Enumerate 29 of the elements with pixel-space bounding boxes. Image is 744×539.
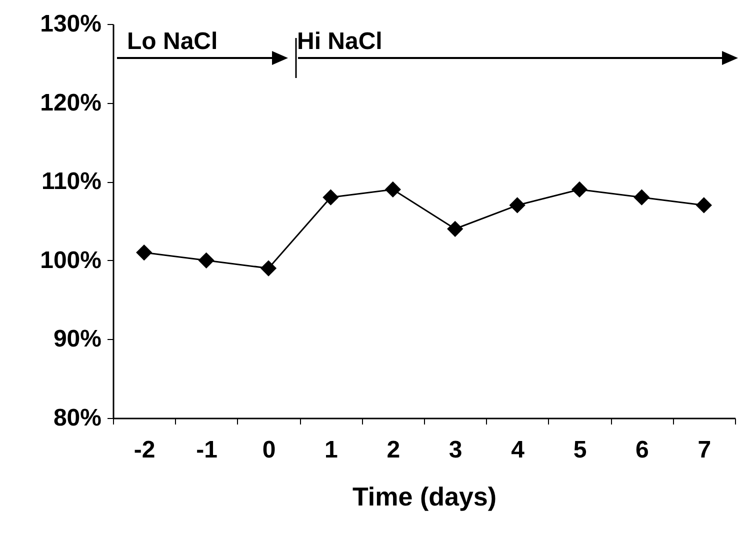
y-tick-label: 90% — [53, 326, 102, 353]
y-tick-label: 80% — [53, 404, 102, 432]
x-tick-label: 7 — [698, 436, 712, 464]
point — [634, 189, 650, 206]
point — [509, 197, 526, 214]
x-tick-label: 2 — [386, 436, 400, 464]
y-tick-label: 110% — [41, 168, 102, 196]
point — [322, 189, 339, 206]
y-tick-label: 100% — [40, 246, 102, 274]
point — [384, 181, 401, 198]
x-tick-label: 6 — [636, 436, 649, 464]
point — [447, 220, 464, 237]
point — [260, 260, 277, 276]
x-tick-label: 5 — [573, 436, 587, 464]
x-tick-label: 1 — [324, 436, 338, 464]
x-tick-label: -1 — [196, 436, 218, 464]
point — [696, 197, 712, 214]
x-tick-label: 4 — [511, 436, 526, 464]
point — [571, 181, 588, 198]
x-tick-label: 3 — [448, 436, 462, 464]
annotation: Lo NaCl — [127, 28, 218, 55]
x-tick-label: -2 — [134, 436, 156, 464]
point — [136, 244, 152, 261]
y-tick-label: 130% — [40, 10, 102, 38]
point — [198, 252, 214, 268]
annotation: Hi NaCl — [297, 28, 382, 55]
x-axis-title: Time (days) — [352, 482, 497, 512]
y-tick-label: 120% — [40, 89, 102, 116]
x-tick-label: 0 — [262, 436, 276, 464]
